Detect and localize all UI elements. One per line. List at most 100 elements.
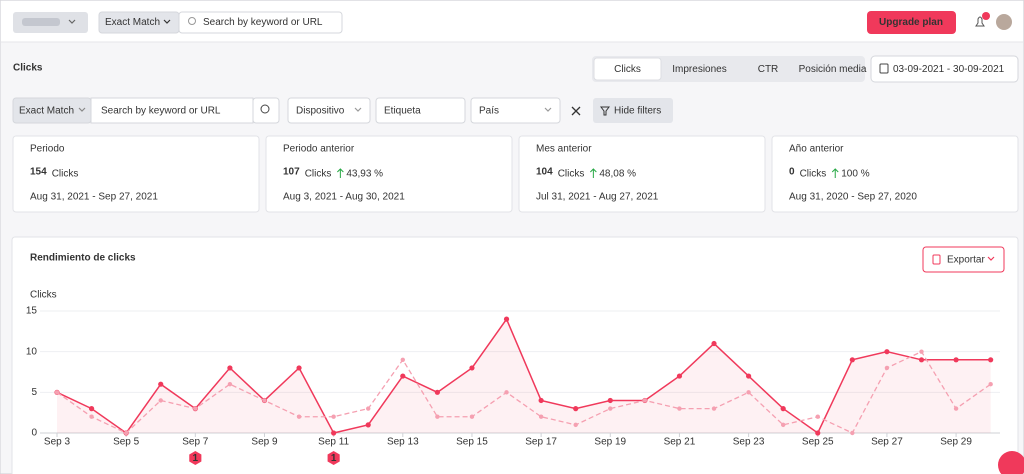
x-tick-label: Sep 25 [802,437,834,448]
point [227,365,233,371]
kpi-unit: Clicks [52,169,79,180]
search-icon [188,17,196,25]
up-arrow-icon [831,168,839,178]
point [262,398,267,403]
search-icon [260,104,270,114]
point [88,406,95,412]
annotation-marker[interactable] [189,451,202,465]
x-tick-label: Sep 27 [871,437,903,448]
bell-icon[interactable] [975,16,985,27]
filter-search-button[interactable] [252,97,280,124]
tab-label[interactable]: Clicks [614,64,641,75]
point [815,430,821,436]
upgrade-button[interactable] [867,11,956,34]
point [642,398,648,403]
x-tick-label: Sep 15 [456,437,488,448]
point [919,349,924,354]
kpi-change: 43,93 % [346,169,383,180]
chevron-icon [987,256,995,261]
tab-label[interactable]: Posición media [799,64,867,75]
kpi-unit: Clicks [305,169,332,180]
point [503,316,510,322]
x-tick-label: Sep 11 [318,437,349,448]
annotation-marker[interactable] [327,451,340,465]
kpi-card [771,135,1019,213]
export-icon [932,254,941,265]
point [434,389,440,395]
kpi-range: Aug 31, 2020 - Sep 27, 2020 [789,192,917,203]
point [988,382,993,387]
filter-device[interactable] [287,97,371,124]
tab-label[interactable]: CTR [758,64,779,75]
filter-country[interactable] [470,97,561,124]
point [953,406,959,411]
filter-search[interactable] [90,97,254,124]
point [953,357,959,363]
point [400,373,406,379]
point [918,357,925,363]
point [504,390,509,395]
point [538,414,544,419]
point [608,406,613,411]
point [366,406,371,411]
kpi-unit: Clicks [558,169,585,180]
tab-active[interactable] [593,57,662,81]
y-axis-label: Clicks [30,290,57,301]
search-placeholder: Search by keyword or URL [203,17,323,28]
point [435,414,440,419]
date-button[interactable] [870,55,1019,83]
point [850,430,855,436]
filter-icon [600,106,610,116]
kpi-range: Aug 31, 2021 - Sep 27, 2021 [30,192,158,203]
search-input[interactable] [178,11,343,34]
point [400,357,405,362]
filter-device-label: Dispositivo [296,106,345,117]
kpi-label: Periodo [30,144,65,155]
kpi-label: Mes anterior [536,144,592,155]
hide-filters-label: Hide filters [614,106,661,117]
point [677,406,682,411]
filter-tag-label: Etiqueta [384,106,421,117]
chat-widget[interactable] [998,451,1024,474]
y-tick-label: 15 [26,306,38,317]
point [746,390,751,395]
kpi-value: 154 [30,167,47,178]
date-range: 03-09-2021 - 30-09-2021 [893,64,1005,75]
point [296,414,302,419]
point [538,397,544,404]
point [331,414,336,419]
point [158,381,164,387]
upgrade-label: Upgrade plan [879,17,943,28]
avatar[interactable] [996,14,1012,30]
chevron-icon [354,107,362,112]
filter-search-placeholder: Search by keyword or URL [101,106,221,117]
kpi-value: 107 [283,167,300,178]
x-tick-label: Sep 19 [594,437,626,448]
point [849,357,855,363]
x-tick-label: Sep 29 [940,437,972,448]
point [158,398,163,403]
kpi-unit: Clicks [800,169,827,180]
y-tick-label: 5 [31,387,37,398]
point [193,406,198,411]
tab-label[interactable]: Impresiones [672,64,726,75]
kpi-card [12,135,260,213]
chevron-icon [163,19,171,24]
export-button[interactable] [922,246,1005,273]
match-label: Exact Match [105,17,160,28]
export-label: Exportar [947,255,985,266]
chart-title: Rendimiento de clicks [30,253,136,264]
hide-filters-button[interactable] [593,98,673,123]
kpi-label: Periodo anterior [283,144,355,155]
kpi-label: Año anterior [789,144,844,155]
kpi-change: 100 % [841,169,869,180]
point [89,414,94,419]
x-tick-label: Sep 9 [251,437,278,448]
up-arrow-icon [337,168,344,178]
point [469,414,475,419]
x-tick-label: Sep 7 [182,437,209,448]
clear-icon[interactable] [571,106,581,116]
filter-tag[interactable] [375,97,466,124]
point [711,406,717,411]
